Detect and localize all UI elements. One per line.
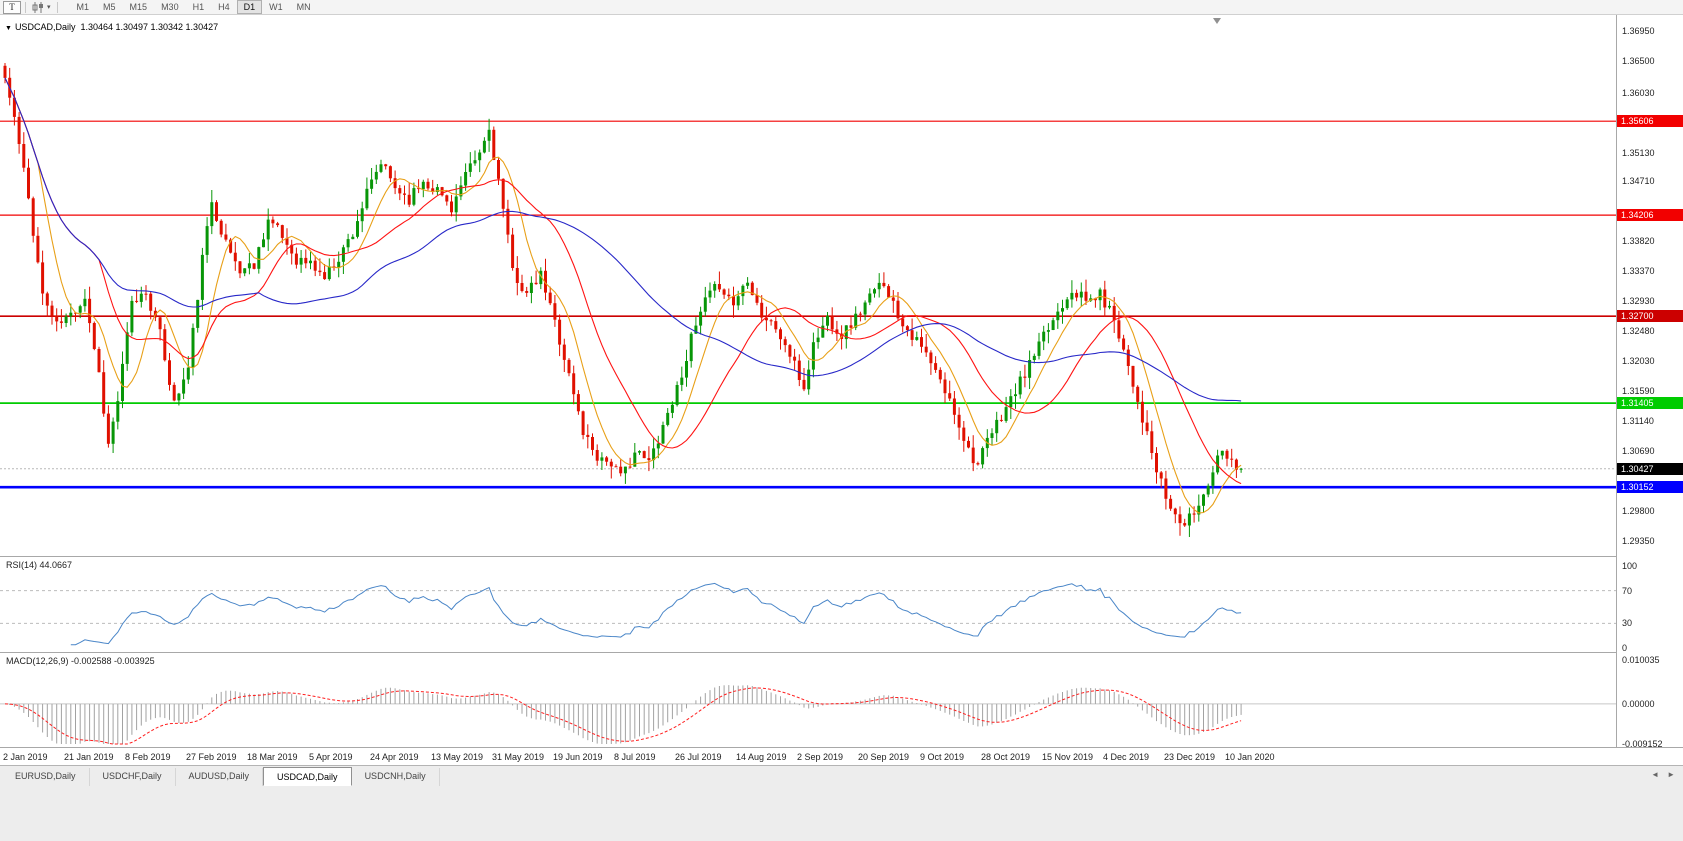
- date-label: 28 Oct 2019: [981, 752, 1031, 762]
- timeframe-button-D1[interactable]: D1: [236, 0, 263, 14]
- price-tick: 70: [1622, 586, 1633, 596]
- rsi-indicator-label: RSI(14) 44.0667: [6, 560, 73, 570]
- date-label: 15 Nov 2019: [1042, 752, 1094, 762]
- price-tick: 100: [1622, 561, 1638, 571]
- date-label: 4 Dec 2019: [1103, 752, 1150, 762]
- date-axis[interactable]: 2 Jan 2019 21 Jan 2019 8 Feb 2019 27 Feb 20…: [0, 747, 1683, 765]
- rsi-indicator-pane[interactable]: [0, 557, 1616, 652]
- date-label: 27 Feb 2019: [186, 752, 237, 762]
- price-tick: 1.36500: [1622, 56, 1655, 66]
- price-tick: 1.34710: [1622, 176, 1655, 186]
- date-label: 2 Jan 2019: [3, 752, 48, 762]
- timeframe-button-M1[interactable]: M1: [76, 2, 90, 12]
- price-tick: 1.35130: [1622, 148, 1655, 158]
- timeframe-button-H4[interactable]: H4: [218, 2, 230, 12]
- price-tick: -0.009152: [1622, 739, 1663, 749]
- price-tick: 1.31140: [1622, 416, 1654, 426]
- timeframe-button-M30[interactable]: M30: [161, 2, 179, 12]
- chart-tools-dropdown-button[interactable]: ▾: [30, 1, 53, 14]
- scroll-tabs-right-icon[interactable]: ►: [1667, 770, 1675, 779]
- price-tick: 0.00000: [1622, 699, 1655, 709]
- date-label: 9 Oct 2019: [920, 752, 965, 762]
- price-tick: 30: [1622, 618, 1633, 628]
- chart-tab-usdchf[interactable]: USDCHF,Daily: [90, 768, 176, 786]
- price-tick: 1.32480: [1622, 326, 1655, 336]
- date-label: 13 May 2019: [431, 752, 484, 762]
- date-label: 19 Jun 2019: [553, 752, 603, 762]
- timeframe-button-M15[interactable]: M15: [129, 2, 148, 12]
- price-tick: 1.31590: [1622, 386, 1655, 396]
- timeframe-bar: M1 M5 M15 M30 H1 H4 D1 W1 MN: [70, 0, 318, 14]
- macd-indicator-label: MACD(12,26,9) -0.002588 -0.003925: [6, 656, 155, 666]
- price-level-tag: 1.30152: [1617, 481, 1683, 493]
- price-level-tag: 1.31405: [1617, 397, 1683, 409]
- timeframe-button-H1[interactable]: H1: [192, 2, 205, 12]
- timeframe-button-MN[interactable]: MN: [296, 2, 311, 12]
- collapse-arrow-icon[interactable]: ▼: [5, 25, 12, 32]
- price-tick: 1.33370: [1622, 266, 1655, 276]
- price-tick: 1.32930: [1622, 296, 1655, 306]
- date-label: 5 Apr 2019: [309, 752, 353, 762]
- scroll-tabs-left-icon[interactable]: ◄: [1651, 770, 1660, 779]
- date-label: 23 Dec 2019: [1164, 752, 1216, 762]
- chart-tab-eurusd[interactable]: EURUSD,Daily: [2, 768, 90, 786]
- price-tick: 1.32030: [1622, 356, 1655, 366]
- chart-tab-usdcnh[interactable]: USDCNH,Daily: [352, 768, 440, 786]
- chart-toolbar: T ▾ M1 M5 M15 M30 H1 H4 D1 W1 MN: [0, 0, 1683, 15]
- price-tick: 0.010035: [1622, 655, 1660, 665]
- price-chart-pane[interactable]: [0, 15, 1616, 556]
- chart-tab-audusd[interactable]: AUDUSD,Daily: [176, 768, 264, 786]
- date-label: 20 Sep 2019: [858, 752, 910, 762]
- price-level-tag: 1.34206: [1617, 209, 1683, 221]
- timeframe-button-M5[interactable]: M5: [103, 2, 116, 12]
- price-tick: 1.33820: [1622, 236, 1655, 246]
- toolbar-separator: [25, 1, 26, 13]
- date-label: 24 Apr 2019: [370, 752, 419, 762]
- date-label: 21 Jan 2019: [64, 752, 114, 762]
- date-label: 14 Aug 2019: [736, 752, 787, 762]
- tab-scroll-buttons: ◄ ►: [1651, 770, 1675, 779]
- price-tick: 1.30690: [1622, 446, 1655, 456]
- chart-tabs: EURUSD,Daily USDCHF,Daily AUDUSD,Daily USDC…: [0, 766, 1683, 786]
- price-level-tag: 1.30427: [1617, 463, 1683, 475]
- chart-tab-usdcad[interactable]: USDCAD,Daily: [263, 767, 352, 786]
- macd-indicator-pane[interactable]: [0, 653, 1616, 747]
- price-tick: 1.29800: [1622, 506, 1655, 516]
- chevron-down-icon: ▾: [47, 4, 51, 11]
- symbol-period-label: USDCAD,Daily: [14, 22, 76, 32]
- chart-title: ▼ USDCAD,Daily 1.30464 1.30497 1.30342 1.3…: [5, 22, 218, 32]
- chart-tab-bar: EURUSD,Daily USDCHF,Daily AUDUSD,Daily USDC…: [0, 765, 1683, 841]
- price-level-tag: 1.35606: [1617, 115, 1683, 127]
- price-tick: 0: [1622, 643, 1628, 653]
- price-tick: 1.29350: [1622, 536, 1655, 546]
- date-label: 10 Jan 2020: [1225, 752, 1275, 762]
- date-label: 26 Jul 2019: [675, 752, 722, 762]
- price-tick: 1.36950: [1622, 26, 1655, 36]
- toolbar-separator: [56, 1, 58, 13]
- pane-separator[interactable]: [0, 556, 1683, 557]
- date-label: 8 Jul 2019: [614, 752, 656, 762]
- price-axis[interactable]: 1.36950 1.36500 1.36030 1.35130 1.34710 1.338…: [1616, 15, 1683, 749]
- date-label: 31 May 2019: [492, 752, 545, 762]
- timeframe-button-W1[interactable]: W1: [269, 2, 283, 12]
- text-tool-button[interactable]: T: [3, 0, 21, 14]
- date-label: 18 Mar 2019: [247, 752, 298, 762]
- date-label: 8 Feb 2019: [125, 752, 171, 762]
- date-label: 2 Sep 2019: [797, 752, 844, 762]
- candlestick-style-icon: [32, 1, 43, 13]
- price-tick: 1.36030: [1622, 88, 1655, 98]
- price-level-tag: 1.32700: [1617, 310, 1683, 322]
- ohlc-values: 1.30464 1.30497 1.30342 1.30427: [80, 22, 219, 32]
- pane-separator[interactable]: [0, 652, 1683, 653]
